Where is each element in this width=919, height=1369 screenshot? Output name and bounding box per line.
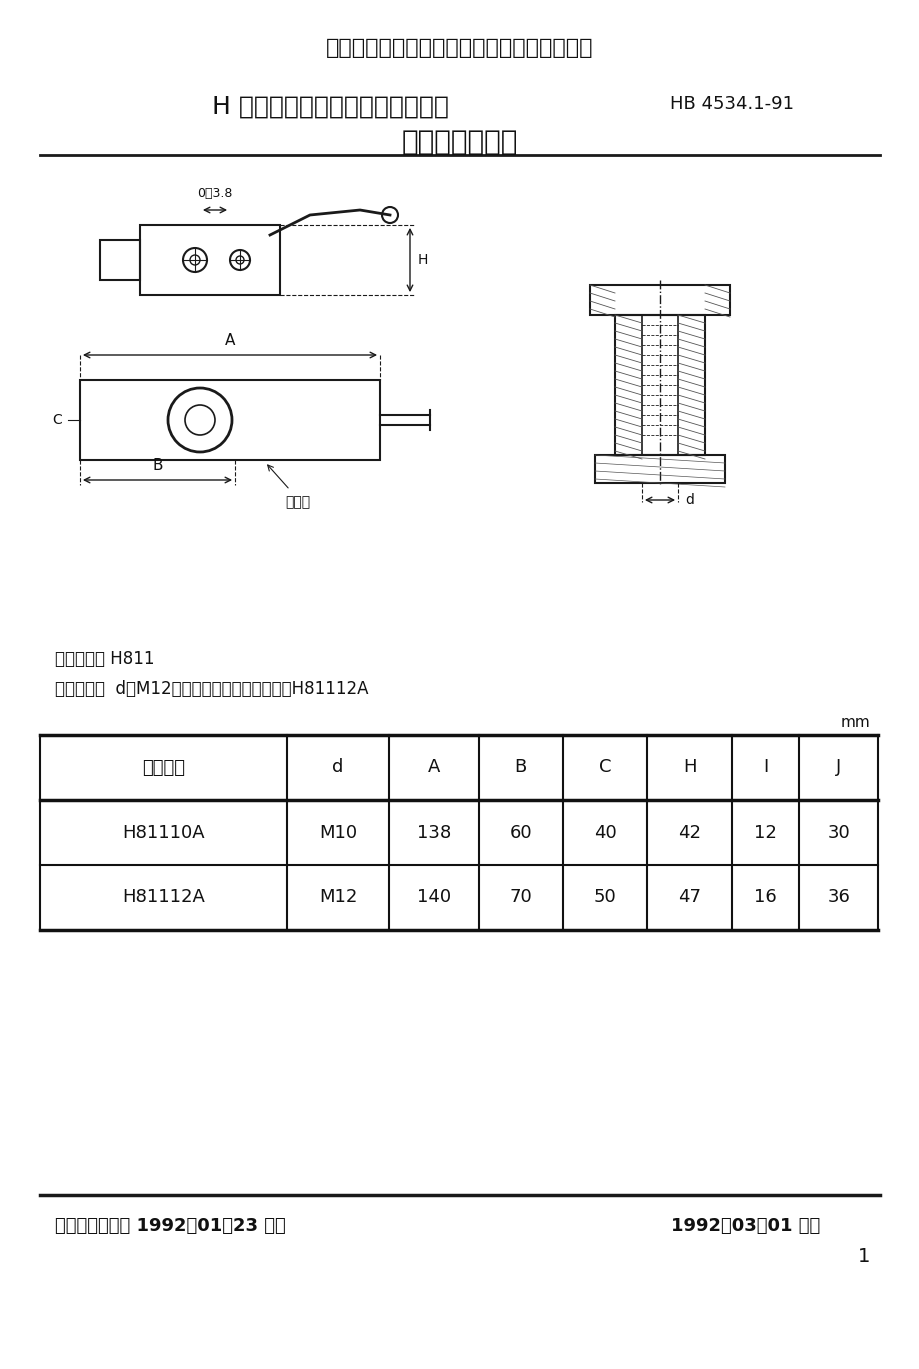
Text: H81112A: H81112A — [122, 888, 205, 906]
Text: 140: 140 — [416, 888, 450, 906]
Text: H 型孔系组合夹具成组定位夹紧件: H 型孔系组合夹具成组定位夹紧件 — [211, 94, 448, 119]
Text: d: d — [332, 758, 344, 776]
Text: B: B — [153, 459, 163, 474]
Text: H: H — [682, 758, 696, 776]
Text: mm: mm — [839, 715, 869, 730]
Text: 12: 12 — [754, 824, 777, 842]
Bar — [100, 240, 140, 281]
Text: I: I — [762, 758, 767, 776]
Text: HB 4534.1-91: HB 4534.1-91 — [669, 94, 793, 114]
Text: B: B — [515, 758, 527, 776]
Text: 1992－03－01 实施: 1992－03－01 实施 — [670, 1217, 819, 1235]
Bar — [80, 381, 380, 460]
Text: A: A — [427, 758, 439, 776]
Text: 138: 138 — [416, 824, 450, 842]
Text: C: C — [598, 758, 611, 776]
Bar — [614, 315, 704, 455]
Bar — [595, 455, 724, 483]
Text: 70: 70 — [509, 888, 532, 906]
Text: 0～3.8: 0～3.8 — [197, 188, 233, 200]
Text: 中华人民共和国航空航天工业部航空工业标准: 中华人民共和国航空航天工业部航空工业标准 — [326, 38, 593, 57]
Bar — [140, 225, 279, 294]
Text: 40: 40 — [593, 824, 616, 842]
Bar — [641, 315, 677, 455]
Text: C: C — [52, 413, 62, 427]
Text: 30: 30 — [826, 824, 849, 842]
Text: H: H — [417, 253, 428, 267]
Text: 标刻处: 标刻处 — [285, 496, 310, 509]
Text: 42: 42 — [677, 824, 700, 842]
Text: H81110A: H81110A — [122, 824, 205, 842]
Text: M12: M12 — [319, 888, 357, 906]
Text: 标记代号: 标记代号 — [142, 758, 185, 776]
Text: A: A — [224, 333, 235, 348]
Text: 16: 16 — [754, 888, 776, 906]
Text: 50: 50 — [593, 888, 616, 906]
Text: 60: 60 — [509, 824, 531, 842]
Text: 分类代号： H811: 分类代号： H811 — [55, 650, 154, 668]
Text: 螺旋凸轮卡紧爪: 螺旋凸轮卡紧爪 — [402, 127, 517, 156]
Text: 航空航天工业部 1992－01－23 发布: 航空航天工业部 1992－01－23 发布 — [55, 1217, 286, 1235]
Text: M10: M10 — [319, 824, 357, 842]
Text: d: d — [685, 493, 693, 507]
Text: 1: 1 — [857, 1247, 869, 1266]
Text: J: J — [835, 758, 840, 776]
Text: 47: 47 — [677, 888, 700, 906]
Bar — [589, 285, 729, 315]
Text: 36: 36 — [826, 888, 849, 906]
Text: 标记示例：  d＝M12的螺旋凸轮卡紧爪的标记为H81112A: 标记示例： d＝M12的螺旋凸轮卡紧爪的标记为H81112A — [55, 680, 369, 698]
